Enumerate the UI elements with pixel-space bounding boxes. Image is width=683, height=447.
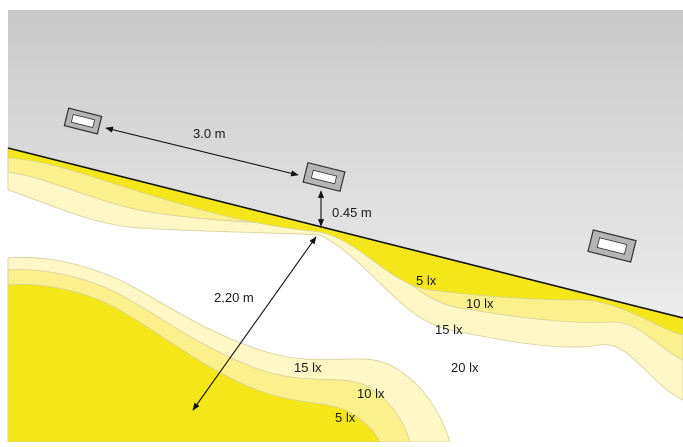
isolux-lower-10: 10 lx	[357, 386, 385, 401]
isolux-lower-5: 5 lx	[335, 410, 356, 425]
luminaire-left	[63, 107, 103, 135]
spacing-label: 3.0 m	[193, 126, 226, 141]
isolux-center-20: 20 lx	[451, 360, 479, 375]
spacing-arrow	[105, 126, 299, 177]
wall	[8, 10, 683, 318]
upper-band-bright	[7, 147, 683, 336]
luminaire-right	[587, 229, 637, 263]
isolux-lower-15: 15 lx	[294, 360, 322, 375]
isolux-upper-10: 10 lx	[466, 296, 494, 311]
spread-arrow	[192, 236, 317, 411]
luminaire-center	[302, 161, 346, 193]
height-label: 0.45 m	[332, 205, 372, 220]
isolux-upper-5: 5 lx	[416, 273, 437, 288]
spread-label: 2.20 m	[214, 290, 254, 305]
isolux-upper-15: 15 lx	[435, 322, 463, 337]
